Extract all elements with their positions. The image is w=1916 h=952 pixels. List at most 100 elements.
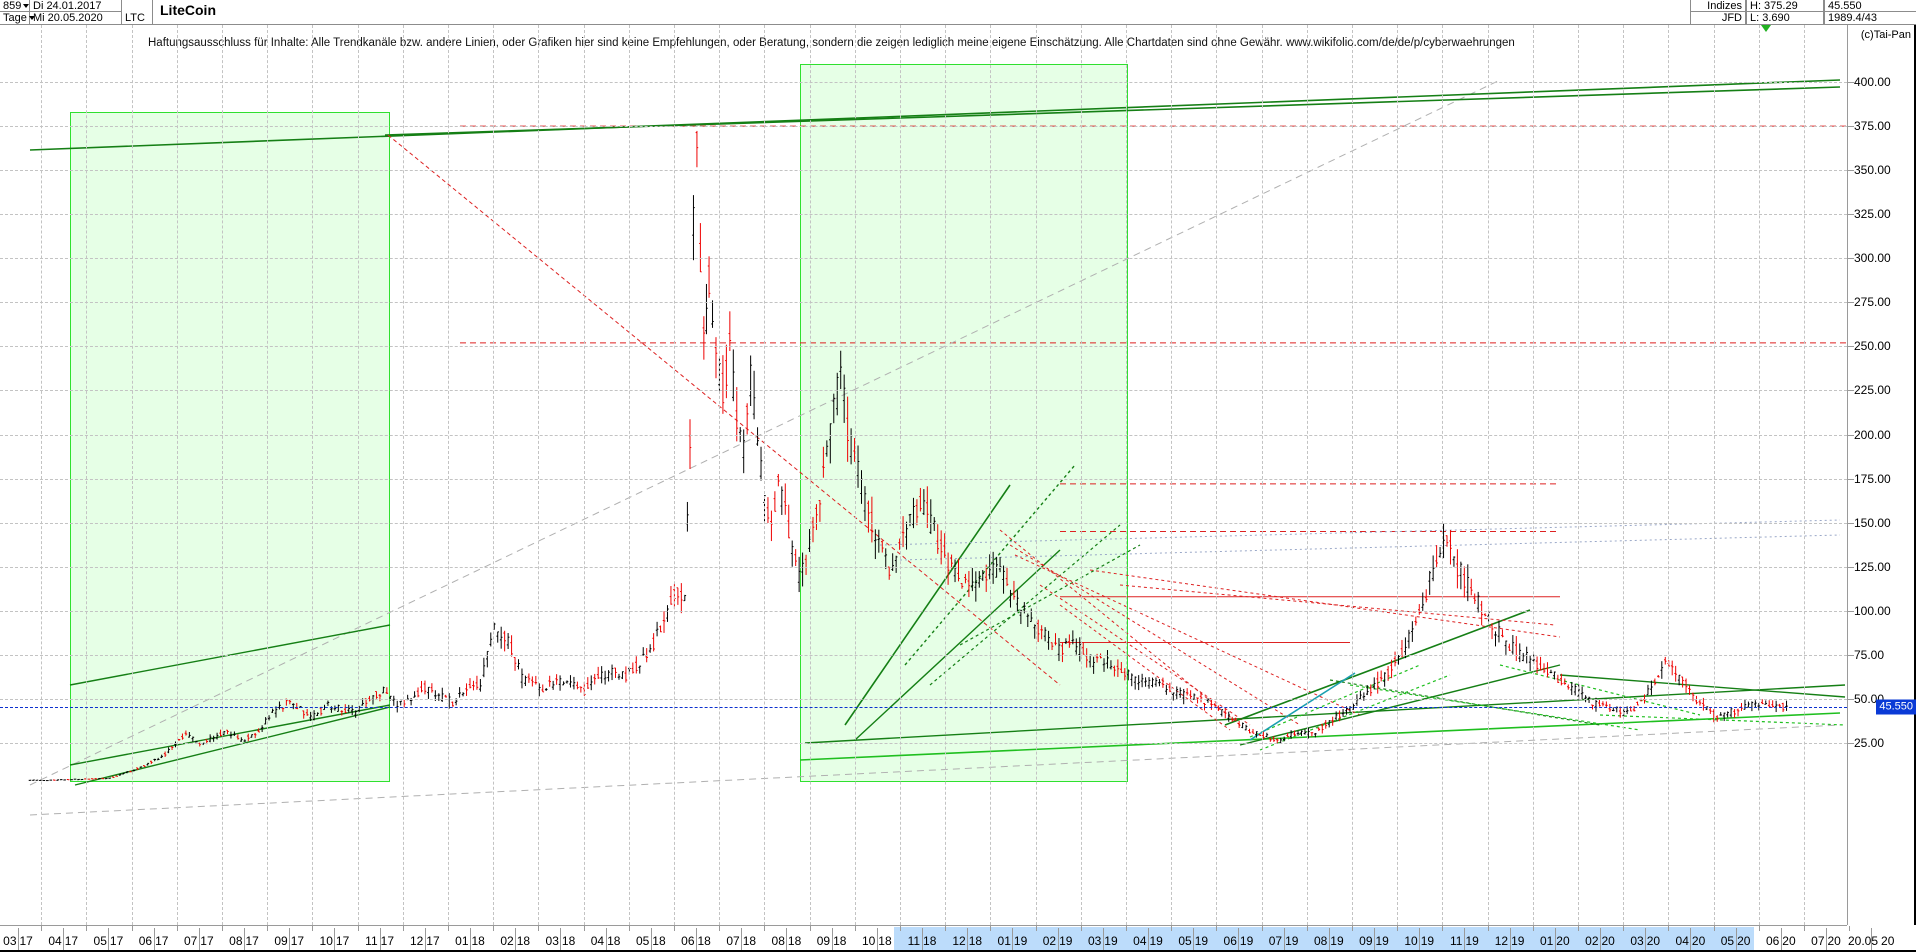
page-title: LiteCoin bbox=[160, 2, 216, 18]
gridline-horizontal bbox=[0, 698, 1847, 700]
tick-year: 20 bbox=[1881, 934, 1895, 948]
gridline-vertical bbox=[1804, 25, 1805, 925]
tick-mark bbox=[1848, 82, 1854, 83]
tick-month: 10 bbox=[319, 934, 333, 948]
tick-month: 03 bbox=[1087, 934, 1102, 948]
date-range[interactable]: Di 24.01.2017 Mi 20.05.2020 bbox=[30, 0, 122, 25]
price-axis[interactable]: (c)Tai-Pan 400.00 375.00 350.00 325.00 300.0… bbox=[1847, 25, 1916, 925]
date-axis-tick: 06 20 bbox=[1766, 934, 1796, 948]
gridline-vertical bbox=[222, 25, 223, 925]
bar-count-selector[interactable]: 859 Tage bbox=[0, 0, 35, 25]
date-axis-tick: 07 19 bbox=[1269, 934, 1299, 948]
chevron-down-icon[interactable] bbox=[23, 4, 30, 8]
gridline-horizontal bbox=[0, 214, 1847, 216]
gridline-vertical bbox=[719, 25, 721, 925]
date-range-selection[interactable] bbox=[894, 927, 1754, 952]
gridline-vertical bbox=[1668, 25, 1670, 925]
tick-month: 05 bbox=[635, 934, 650, 948]
axis-tick-mark bbox=[1849, 926, 1851, 931]
tick-year: 18 bbox=[923, 934, 937, 948]
tick-month: 04 bbox=[48, 934, 62, 948]
highlight-box-2[interactable] bbox=[800, 64, 1128, 782]
tick-mark bbox=[1848, 743, 1854, 744]
axis-separator bbox=[1374, 928, 1375, 952]
tick-month: 06 bbox=[681, 934, 695, 948]
gridline-vertical bbox=[1487, 25, 1489, 925]
axis-tick-mark bbox=[222, 926, 223, 931]
date-axis-tick: 04 20 bbox=[1676, 934, 1706, 948]
tick-month: 10 bbox=[1404, 934, 1418, 948]
axis-separator bbox=[1283, 928, 1285, 952]
axis-tick-mark bbox=[1035, 926, 1037, 931]
date-axis-tick: 02 18 bbox=[500, 934, 530, 948]
date-from: Di 24.01.2017 bbox=[30, 0, 121, 12]
symbol-spacer bbox=[122, 0, 152, 12]
gridline-vertical bbox=[267, 25, 269, 925]
tick-mark bbox=[1848, 610, 1854, 612]
tick-month: 08 bbox=[229, 934, 243, 948]
axis-separator bbox=[1554, 928, 1556, 952]
gridline-vertical bbox=[628, 25, 630, 925]
gridline-vertical bbox=[402, 25, 404, 925]
tick-year: 20 bbox=[1737, 934, 1751, 948]
tick-mark bbox=[1848, 390, 1854, 392]
tick-month: 02 bbox=[500, 934, 514, 948]
price-axis-tick: 250.00 bbox=[1848, 339, 1891, 353]
highlight-box-1[interactable] bbox=[70, 111, 390, 782]
date-axis[interactable]: 03 17 04 17 05 17 06 17 07 17 08 17 09 17 10 17 11 17 12 17… bbox=[0, 925, 1894, 952]
axis-separator bbox=[1509, 928, 1511, 952]
chart-plot-area[interactable]: Haftungsausschluss für Inhalte: Alle Tre… bbox=[0, 25, 1847, 925]
axis-tick-mark bbox=[1352, 926, 1353, 931]
tick-year: 17 bbox=[64, 934, 79, 948]
tick-mark bbox=[1848, 302, 1854, 304]
tick-year: 19 bbox=[1239, 934, 1254, 948]
symbol-cell[interactable]: LTC bbox=[122, 0, 153, 25]
axis-baseline bbox=[0, 950, 1916, 952]
date-axis-tick: 05 20 bbox=[1721, 934, 1751, 948]
symbol-value: LTC bbox=[125, 12, 145, 24]
tick-year: 17 bbox=[155, 934, 169, 948]
axis-separator bbox=[741, 928, 743, 952]
axis-separator bbox=[786, 928, 788, 952]
current-price-line bbox=[0, 706, 1847, 708]
price-axis-tick: 125.00 bbox=[1848, 560, 1891, 574]
date-axis-tick: 01 18 bbox=[455, 934, 485, 948]
tick-month: 01 bbox=[455, 934, 469, 948]
period-value: Tage bbox=[3, 12, 27, 24]
tick-year: 19 bbox=[1013, 934, 1028, 948]
gridline-vertical bbox=[809, 25, 811, 925]
axis-separator bbox=[470, 928, 471, 952]
axis-separator bbox=[1826, 928, 1827, 952]
tick-year: 19 bbox=[1375, 934, 1389, 948]
date-axis-tick: 07 20 bbox=[1811, 934, 1841, 948]
source-provider: JFD bbox=[1721, 12, 1742, 24]
axis-separator bbox=[696, 928, 697, 952]
price-axis-tick: 75.00 bbox=[1848, 648, 1884, 662]
quote-panel: Indizes JFD H: 375.29 L: 3.690 45.550 19… bbox=[1690, 0, 1916, 25]
axis-tick-mark bbox=[1442, 926, 1444, 931]
axis-tick-mark bbox=[1623, 926, 1625, 931]
price-axis-tick: 200.00 bbox=[1848, 428, 1891, 442]
axis-separator bbox=[1464, 928, 1466, 952]
axis-tick-mark bbox=[1713, 926, 1715, 931]
gridline-vertical bbox=[131, 25, 133, 925]
tick-year: 19 bbox=[1149, 934, 1163, 948]
price-axis-tick: 150.00 bbox=[1848, 516, 1891, 530]
axis-separator bbox=[1148, 928, 1149, 952]
tick-month: 02 bbox=[1042, 934, 1057, 948]
chevron-down-icon[interactable] bbox=[28, 16, 35, 20]
tick-month: 09 bbox=[274, 934, 288, 948]
gridline-vertical bbox=[674, 25, 675, 925]
gridline-vertical bbox=[1306, 25, 1308, 925]
tick-month: 03 bbox=[3, 934, 17, 948]
tick-year: 18 bbox=[607, 934, 621, 948]
price-axis-tick: 275.00 bbox=[1848, 295, 1891, 309]
tick-month: 01 bbox=[997, 934, 1011, 948]
date-axis-tick: 12 19 bbox=[1495, 934, 1525, 948]
tick-year: 17 bbox=[290, 934, 305, 948]
gridline-horizontal bbox=[0, 434, 1847, 436]
tick-month: 04 bbox=[1675, 934, 1689, 948]
tick-month: 05 bbox=[1178, 934, 1192, 948]
axis-separator bbox=[1735, 928, 1737, 952]
date-axis-tick: 06 19 bbox=[1224, 934, 1254, 948]
